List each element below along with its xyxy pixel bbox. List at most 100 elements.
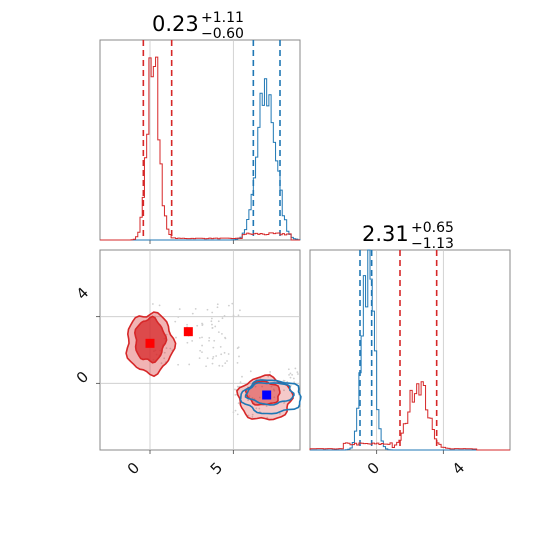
joint-sample-point (237, 314, 240, 317)
joint-sample-point (226, 360, 228, 362)
joint-sample-point (255, 407, 258, 410)
joint-sample-point (160, 362, 163, 365)
hist1-blue-series (100, 78, 301, 241)
joint-sample-point (178, 308, 181, 310)
joint-sample-point (234, 393, 237, 396)
joint-sample-point (206, 357, 209, 360)
joint-sample-point (198, 357, 201, 359)
joint-sample-point (227, 304, 230, 307)
title-param2-plus: +0.65 (411, 220, 454, 236)
title-param1-plus: +1.11 (201, 10, 244, 26)
joint-sample-point (217, 320, 220, 323)
ytick-label-param2-4: 4 (73, 284, 92, 303)
joint-sample-point (212, 355, 215, 358)
joint-sample-point (233, 388, 236, 391)
joint-sample-point (296, 371, 299, 374)
joint-sample-point (210, 320, 213, 323)
joint-sample-point (237, 402, 240, 405)
joint-sample-point (201, 344, 203, 347)
joint-sample-point (283, 380, 286, 382)
joint-sample-point (186, 341, 189, 344)
joint-sample-point (283, 389, 285, 392)
joint-sample-point (270, 385, 273, 388)
joint-sample-point (201, 336, 203, 339)
joint-sample-point (251, 397, 254, 399)
joint-marker-red (145, 338, 155, 348)
joint-sample-point (224, 362, 227, 365)
joint-sample-point (239, 381, 242, 384)
joint-sample-point (297, 373, 299, 375)
joint-sample-point (258, 407, 261, 410)
joint-sample-point (236, 385, 239, 388)
joint-sample-point (191, 312, 194, 315)
joint-sample-point (198, 336, 201, 339)
joint-marker-red-secondary (183, 327, 193, 337)
joint-sample-point (231, 302, 234, 305)
ytick-label-param2-0: 0 (73, 368, 92, 387)
joint-sample-point (217, 331, 220, 334)
joint-sample-point (251, 416, 254, 418)
joint-sample-point (169, 347, 172, 350)
joint-sample-point (219, 345, 222, 348)
joint-sample-point (288, 373, 290, 376)
joint-contour (239, 379, 302, 415)
joint-sample-point (237, 346, 240, 349)
joint-sample-point (289, 372, 292, 375)
joint-sample-point (265, 405, 268, 407)
joint-sample-point (227, 353, 230, 355)
joint-sample-point (177, 363, 180, 366)
joint-sample-point (211, 357, 214, 360)
joint-sample-point (266, 416, 269, 419)
joint-sample-point (293, 381, 296, 384)
joint-sample-point (211, 311, 214, 314)
joint-sample-point (194, 307, 197, 310)
joint-sample-point (208, 337, 211, 339)
joint-xtick-labels: 0 5 (124, 459, 226, 478)
joint-sample-point (163, 351, 166, 354)
joint-sample-point (234, 409, 237, 412)
joint-sample-point (247, 399, 250, 402)
panel-param2-hist (309, 249, 511, 454)
joint-sample-point (224, 336, 226, 339)
joint-sample-point (177, 316, 180, 318)
joint-contour (244, 381, 295, 406)
joint-sample-point (247, 414, 250, 417)
joint-sample-point (289, 376, 292, 379)
joint-sample-point (174, 320, 177, 323)
joint-sample-point (273, 396, 276, 399)
joint-sample-point (163, 357, 166, 360)
joint-sample-point (249, 370, 252, 373)
joint-sample-point (201, 322, 203, 325)
joint-sample-point (258, 396, 261, 399)
xtick-label-param1-5: 5 (207, 459, 226, 478)
joint-sample-point (232, 314, 235, 317)
joint-sample-point (283, 402, 285, 404)
joint-sample-point (201, 324, 204, 327)
joint-sample-point (211, 362, 214, 365)
hist2-red-series (309, 381, 510, 451)
title-param1-minus: −0.60 (201, 26, 244, 42)
joint-sample-point (214, 325, 217, 328)
joint-sample-point (201, 351, 203, 354)
joint-sample-point (239, 309, 241, 312)
joint-sample-point (292, 377, 295, 380)
joint-sample-point (251, 413, 254, 416)
joint-sample-point (221, 317, 224, 320)
joint-sample-point (216, 303, 219, 306)
joint-sample-point (287, 368, 290, 371)
joint-sample-point (294, 367, 297, 370)
title-param2-minus: −1.13 (411, 236, 454, 252)
joint-sample-point (186, 323, 188, 326)
joint-sample-point (241, 375, 243, 378)
joint-sample-point (210, 317, 213, 320)
joint-sample-point (208, 339, 210, 342)
title-param1-median: 0.23 (152, 12, 199, 36)
joint-sample-point (205, 365, 207, 368)
joint-sample-point (279, 412, 281, 415)
joint-sample-point (212, 346, 215, 349)
joint-sample-point (238, 355, 240, 358)
joint-sample-point (211, 323, 213, 326)
joint-sample-point (158, 304, 161, 307)
joint-sample-point (199, 349, 202, 352)
title-param1: 0.23 +1.11 −0.60 (152, 10, 244, 42)
